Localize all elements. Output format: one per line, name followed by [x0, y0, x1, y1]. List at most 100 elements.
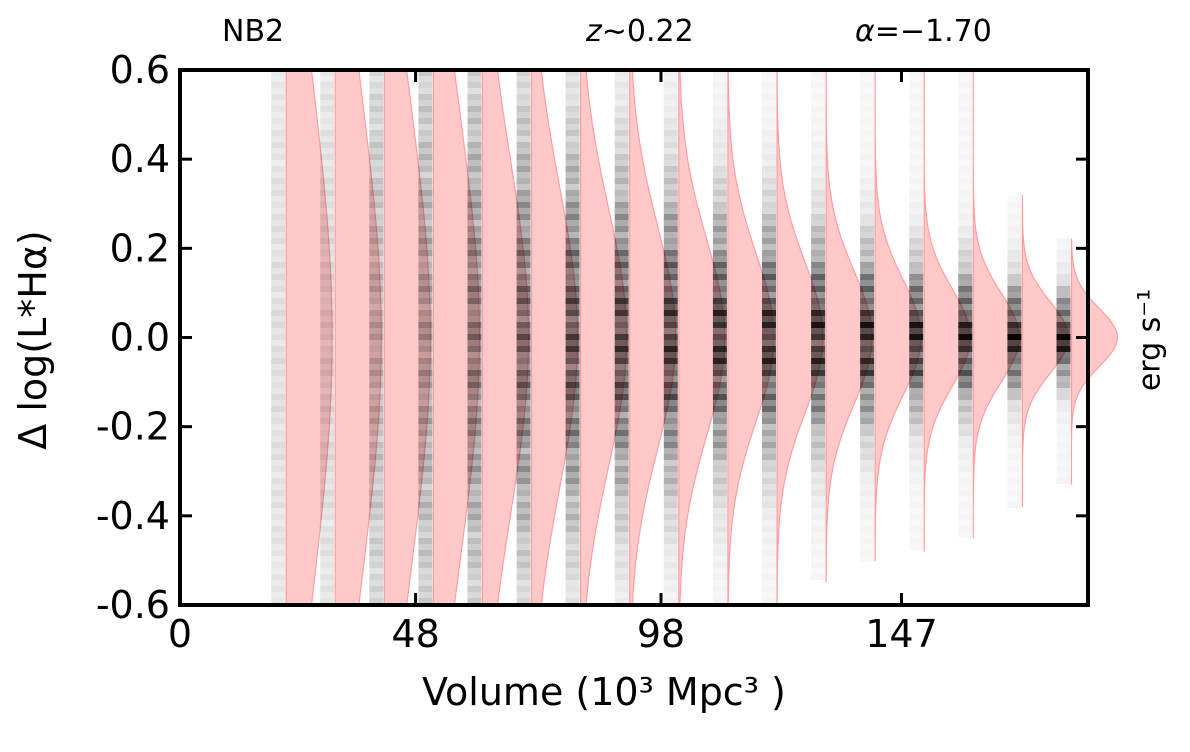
histogram-cell [762, 424, 776, 430]
histogram-cell [811, 184, 826, 190]
histogram-cell [958, 310, 973, 316]
histogram-cell [467, 352, 482, 358]
histogram-cell [1007, 310, 1022, 316]
histogram-cell [762, 502, 776, 508]
histogram-cell [418, 202, 433, 208]
histogram-cell [663, 232, 678, 238]
histogram-cell [811, 550, 826, 556]
histogram-cell [958, 256, 973, 262]
histogram-cell [369, 556, 384, 562]
histogram-cell [320, 586, 335, 592]
histogram-cell [762, 376, 776, 382]
histogram-cell [663, 262, 678, 268]
histogram-cell [418, 262, 433, 268]
histogram-cell [909, 358, 924, 364]
histogram-cell [320, 304, 335, 310]
histogram-cell [271, 274, 286, 280]
histogram-cell [958, 472, 972, 478]
histogram-cell [369, 112, 384, 118]
histogram-cell [712, 406, 727, 412]
histogram-cell [418, 160, 433, 166]
histogram-cell [614, 556, 629, 562]
histogram-cell [467, 238, 482, 244]
histogram-cell [712, 118, 727, 124]
histogram-cell [712, 424, 727, 430]
histogram-cell [271, 202, 286, 208]
histogram-cell [1007, 292, 1022, 298]
histogram-cell [516, 166, 531, 172]
histogram-cell [1007, 262, 1022, 268]
histogram-cell [860, 322, 875, 328]
histogram-cell [909, 544, 923, 550]
histogram-cell [467, 364, 482, 370]
y-tick-label: -0.2 [96, 405, 170, 449]
histogram-cell [762, 232, 776, 238]
histogram-cell [663, 400, 678, 406]
histogram-cell [909, 412, 924, 418]
histogram-cell [762, 208, 776, 214]
histogram-cell [909, 148, 923, 154]
histogram-cell [811, 466, 826, 472]
histogram-cell [369, 304, 384, 310]
histogram-cell [909, 436, 924, 442]
histogram-cell [958, 274, 973, 280]
histogram-cell [860, 172, 874, 178]
histogram-cell [516, 244, 531, 250]
histogram-cell [516, 256, 531, 262]
histogram-cell [860, 556, 874, 562]
histogram-cell [320, 358, 335, 364]
histogram-cell [811, 556, 825, 562]
histogram-cell [369, 448, 384, 454]
histogram-cell [811, 388, 826, 394]
histogram-cell [811, 166, 826, 172]
histogram-cell [320, 274, 335, 280]
histogram-cell [320, 442, 335, 448]
histogram-cell [614, 82, 629, 88]
histogram-cell [320, 394, 335, 400]
histogram-cell [320, 328, 335, 334]
histogram-cell [369, 286, 384, 292]
histogram-cell [663, 136, 678, 142]
histogram-cell [712, 328, 727, 334]
histogram-cell [565, 364, 580, 370]
histogram-cell [467, 328, 482, 334]
histogram-cell [860, 226, 875, 232]
histogram-cell [811, 538, 826, 544]
histogram-cell [418, 538, 433, 544]
histogram-cell [418, 460, 433, 466]
histogram-cell [418, 226, 433, 232]
histogram-cell [909, 520, 923, 526]
histogram-cell [663, 178, 678, 184]
histogram-cell [712, 340, 727, 346]
histogram-cell [467, 370, 482, 376]
histogram-cell [663, 298, 678, 304]
histogram-cell [712, 352, 727, 358]
histogram-cell [320, 382, 335, 388]
histogram-cell [369, 574, 384, 580]
histogram-cell [712, 550, 727, 556]
histogram-cell [1057, 472, 1071, 478]
histogram-cell [271, 496, 286, 502]
histogram-cell [516, 448, 531, 454]
histogram-cell [565, 580, 580, 586]
histogram-cell [516, 202, 531, 208]
histogram-cell [663, 280, 678, 286]
histogram-cell [1007, 208, 1021, 214]
histogram-cell [811, 232, 826, 238]
histogram-cell [860, 550, 875, 556]
histogram-cell [712, 460, 727, 466]
histogram-cell [516, 100, 531, 106]
histogram-cell [1056, 418, 1071, 424]
histogram-cell [516, 250, 531, 256]
histogram-cell [516, 220, 531, 226]
histogram-cell [271, 280, 286, 286]
histogram-cell [909, 154, 924, 160]
histogram-cell [369, 358, 384, 364]
histogram-cell [712, 412, 727, 418]
histogram-cell [811, 544, 825, 550]
histogram-cell [418, 406, 433, 412]
histogram-cell [418, 112, 433, 118]
histogram-cell [958, 82, 973, 88]
histogram-cell [663, 484, 678, 490]
histogram-cell [958, 160, 972, 166]
